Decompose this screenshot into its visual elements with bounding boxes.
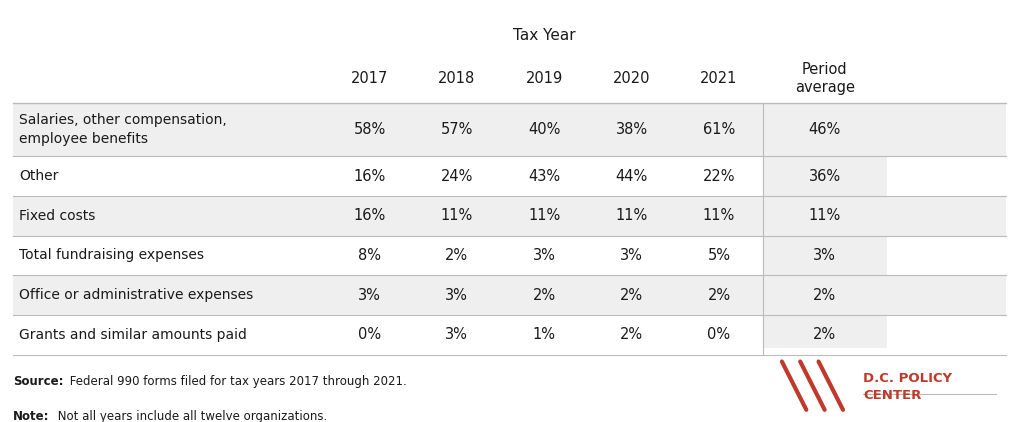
Text: 11%: 11%: [702, 208, 735, 223]
Bar: [763, 235, 887, 275]
Bar: [763, 275, 887, 315]
Text: 2%: 2%: [813, 288, 837, 303]
Text: 44%: 44%: [615, 169, 648, 184]
Text: 1%: 1%: [532, 327, 556, 342]
Text: 16%: 16%: [353, 208, 386, 223]
Text: Source:: Source:: [13, 375, 63, 388]
Bar: [763, 156, 887, 196]
Text: Office or administrative expenses: Office or administrative expenses: [19, 288, 253, 302]
Text: 2021: 2021: [700, 71, 737, 86]
Text: 2020: 2020: [612, 71, 650, 86]
Text: 57%: 57%: [440, 122, 473, 137]
Text: Note:: Note:: [13, 410, 49, 422]
Text: 2%: 2%: [708, 288, 730, 303]
Text: Federal 990 forms filed for tax years 2017 through 2021.: Federal 990 forms filed for tax years 20…: [66, 375, 407, 388]
Text: 46%: 46%: [809, 122, 841, 137]
Bar: [763, 103, 887, 156]
Text: Salaries, other compensation,
employee benefits: Salaries, other compensation, employee b…: [19, 114, 227, 146]
Bar: [13, 275, 1006, 315]
Text: 11%: 11%: [528, 208, 560, 223]
Bar: [13, 315, 1006, 354]
Text: Total fundraising expenses: Total fundraising expenses: [19, 249, 204, 262]
Text: 3%: 3%: [532, 248, 556, 263]
Text: 22%: 22%: [702, 169, 735, 184]
Text: 2018: 2018: [438, 71, 475, 86]
Bar: [763, 196, 887, 235]
Bar: [13, 156, 1006, 196]
Text: 11%: 11%: [809, 208, 841, 223]
Text: 11%: 11%: [440, 208, 473, 223]
Text: 2%: 2%: [813, 327, 837, 342]
Text: 38%: 38%: [615, 122, 647, 137]
Text: 3%: 3%: [445, 288, 468, 303]
Text: 2%: 2%: [445, 248, 468, 263]
Text: 40%: 40%: [528, 122, 560, 137]
Text: 3%: 3%: [445, 327, 468, 342]
Text: 61%: 61%: [702, 122, 735, 137]
Text: 2%: 2%: [620, 327, 643, 342]
Text: 2019: 2019: [525, 71, 563, 86]
Text: 3%: 3%: [621, 248, 643, 263]
Bar: [763, 315, 887, 354]
Text: 3%: 3%: [813, 248, 837, 263]
Text: 36%: 36%: [809, 169, 841, 184]
Text: 8%: 8%: [358, 248, 381, 263]
Text: D.C. POLICY
CENTER: D.C. POLICY CENTER: [863, 372, 952, 402]
Text: 0%: 0%: [357, 327, 381, 342]
Text: 16%: 16%: [353, 169, 386, 184]
Bar: [13, 103, 1006, 156]
Text: 0%: 0%: [708, 327, 730, 342]
Text: Period
average: Period average: [795, 62, 855, 95]
Text: 2%: 2%: [620, 288, 643, 303]
Bar: [13, 196, 1006, 235]
Text: 58%: 58%: [353, 122, 386, 137]
Text: 24%: 24%: [440, 169, 473, 184]
Text: Not all years include all twelve organizations.: Not all years include all twelve organiz…: [53, 410, 327, 422]
Text: Grants and similar amounts paid: Grants and similar amounts paid: [19, 328, 247, 342]
Text: 3%: 3%: [358, 288, 381, 303]
Text: 2%: 2%: [532, 288, 556, 303]
Text: 5%: 5%: [708, 248, 730, 263]
Bar: [13, 235, 1006, 275]
Text: Tax Year: Tax Year: [513, 28, 575, 43]
Text: Other: Other: [19, 169, 58, 183]
Text: 2017: 2017: [351, 71, 388, 86]
Text: 11%: 11%: [615, 208, 648, 223]
Text: Fixed costs: Fixed costs: [19, 209, 95, 223]
Text: 43%: 43%: [528, 169, 560, 184]
